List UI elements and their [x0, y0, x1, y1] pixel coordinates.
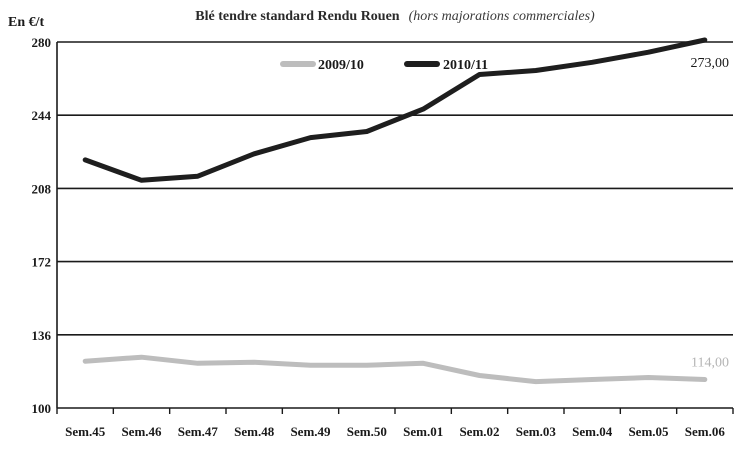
data-point [253, 361, 255, 363]
data-point [197, 175, 199, 177]
data-point [591, 379, 593, 381]
data-point [141, 356, 142, 358]
y-axis-ticks: 100 136 172 208 244 280 [32, 35, 52, 416]
x-tick-label: Sem.04 [572, 424, 613, 439]
x-tick-label: Sem.05 [628, 424, 669, 439]
series-line-2009-10 [82, 354, 708, 385]
data-point [648, 51, 649, 53]
data-point [479, 74, 480, 76]
x-tick-label: Sem.06 [685, 424, 726, 439]
chart-title-subtitle: (hors majorations commerciales) [409, 9, 595, 24]
grid-lines [57, 41, 733, 336]
x-tick-label: Sem.03 [516, 424, 557, 439]
data-point [591, 61, 593, 63]
data-point [253, 153, 255, 155]
y-tick-label: 136 [32, 328, 52, 343]
x-tick-label: Sem.48 [234, 424, 275, 439]
data-point [84, 360, 86, 362]
data-point [422, 108, 424, 110]
data-point [141, 179, 142, 181]
y-tick-label: 208 [32, 181, 52, 196]
series-line-2010-11 [82, 37, 708, 183]
chart-title: Blé tendre standard Rendu Rouen (hors ma… [195, 7, 595, 24]
data-point [310, 364, 311, 366]
data-point [479, 374, 480, 376]
x-tick-label: Sem.47 [178, 424, 219, 439]
end-value-label: 114,00 [691, 356, 729, 371]
data-point [366, 130, 368, 132]
series-lines: 114,00 273,00 [82, 37, 730, 385]
data-point [84, 159, 86, 161]
x-tick-label: Sem.02 [459, 424, 499, 439]
y-tick-label: 244 [32, 108, 52, 123]
data-point [535, 381, 537, 383]
x-axis: Sem.45 Sem.46 Sem.47 Sem.48 Sem.49 Sem.50 Sem.… [56, 42, 734, 439]
data-point [648, 377, 649, 378]
y-axis-label: En €/t [8, 15, 45, 30]
legend-label: 2010/11 [443, 58, 488, 73]
data-point [310, 137, 311, 139]
data-point [535, 69, 537, 71]
data-point [197, 362, 199, 364]
x-tick-label: Sem.46 [121, 424, 162, 439]
y-tick-label: 172 [32, 255, 52, 270]
data-point [704, 379, 706, 381]
x-tick-label: Sem.49 [290, 424, 331, 439]
data-point [366, 364, 368, 366]
x-tick-label: Sem.01 [403, 424, 443, 439]
x-tick-label: Sem.45 [65, 424, 106, 439]
legend: 2009/10 2010/11 [280, 58, 488, 73]
legend-label: 2009/10 [318, 58, 364, 73]
y-tick-label: 100 [32, 401, 52, 416]
data-point [422, 362, 424, 364]
end-value-label: 273,00 [691, 56, 730, 71]
y-tick-label: 280 [32, 35, 52, 50]
chart-title-main: Blé tendre standard Rendu Rouen [195, 9, 400, 24]
x-tick-label: Sem.50 [347, 424, 387, 439]
data-point [704, 39, 706, 41]
